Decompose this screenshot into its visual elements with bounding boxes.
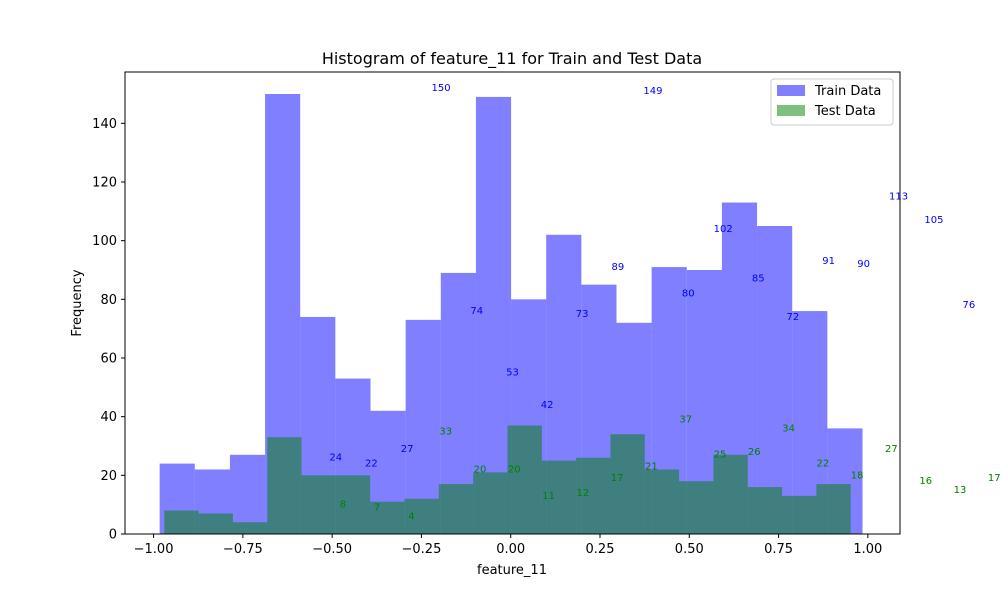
test-bar [370,501,405,534]
train-value-label: 74 [470,306,483,317]
y-tick-label: 80 [100,293,117,308]
test-bar [198,513,233,534]
plot-frame [124,71,901,535]
legend-label-train: Train Data [814,84,881,99]
test-bar [713,454,748,534]
test-bar [404,498,439,534]
test-bar [473,472,508,534]
x-tick-label: −1.00 [134,542,174,557]
test-value-label: 17 [611,473,624,484]
legend-label-test: Test Data [814,104,876,119]
test-value-label: 26 [748,447,761,458]
test-value-label: 20 [508,464,521,475]
y-axis-label: Frequency [70,269,85,336]
test-value-label: 8 [340,500,346,511]
legend: Train Data Test Data [770,78,894,126]
train-value-label: 113 [889,192,908,203]
train-value-label: 89 [612,262,625,273]
train-value-label: 102 [714,224,733,235]
train-value-label: 85 [752,274,765,285]
y-tick-label: 140 [92,117,117,132]
y-tick-label: 60 [100,352,117,367]
x-axis-label: feature_11 [477,563,547,578]
train-value-label: 27 [401,444,414,455]
train-bar [475,96,512,535]
test-value-label: 33 [439,426,452,437]
x-tick-label: 1.00 [853,542,882,557]
x-tick-label: 0.75 [764,542,793,557]
test-bar [541,460,577,534]
test-bar [301,475,336,534]
test-value-label: 37 [679,415,692,426]
train-bar [229,454,266,534]
x-tick-label: 0.00 [496,542,525,557]
y-tick-label: 100 [92,234,117,249]
test-value-label: 25 [714,450,727,461]
x-tick-label: 0.50 [675,542,704,557]
test-bar [164,510,199,534]
test-value-label: 22 [817,459,830,470]
test-bar [335,475,371,534]
test-value-label: 4 [408,511,414,522]
y-tick-label: 0 [109,528,117,543]
test-value-label: 21 [645,462,658,473]
test-bar [610,434,645,534]
test-bar [438,484,474,534]
test-bar [232,522,268,534]
chart-title: Histogram of feature_11 for Train and Te… [322,49,702,69]
test-value-label: 34 [782,423,795,434]
test-bar [679,481,714,534]
test-value-label: 17 [988,473,1000,484]
y-tick-label: 120 [92,176,117,191]
train-value-label: 72 [787,312,800,323]
train-value-label: 22 [365,459,378,470]
x-tick-label: −0.25 [402,542,442,557]
test-bar [747,487,783,534]
test-value-label: 13 [954,485,967,496]
test-bar [267,437,302,534]
x-axis-ticks: −1.00 −0.75 −0.50 −0.25 0.00 0.25 0.50 0.75 1.00 [134,534,882,557]
test-value-label: 18 [851,470,864,481]
train-value-label: 76 [963,300,976,311]
train-bar [405,319,441,534]
test-value-label: 12 [577,488,590,499]
train-value-label: 105 [924,215,943,226]
y-axis-ticks: 0 20 40 60 80 100 120 140 [92,117,125,543]
train-value-label: 91 [822,256,835,267]
x-tick-label: 0.25 [586,542,615,557]
x-tick-label: −0.75 [223,542,263,557]
test-value-label: 11 [542,491,555,502]
test-bar [816,484,851,534]
train-value-label: 80 [682,288,695,299]
test-bar [507,425,542,534]
legend-swatch-test [777,105,805,116]
test-bar [782,495,817,534]
x-tick-label: −0.50 [312,542,352,557]
test-bar [644,469,680,534]
train-value-label: 150 [432,83,451,94]
test-bar [576,457,611,534]
y-tick-label: 40 [100,410,117,425]
train-value-label: 90 [857,259,870,270]
train-value-label: 42 [541,400,554,411]
test-value-label: 16 [919,476,932,487]
train-value-label: 73 [576,309,589,320]
legend-swatch-train [777,85,805,96]
train-value-label: 149 [643,86,662,97]
test-value-label: 20 [474,464,487,475]
train-bar [757,226,793,534]
test-bars [164,425,851,534]
test-value-label: 27 [885,444,898,455]
train-value-label: 24 [329,453,342,464]
train-value-label: 53 [506,368,519,379]
y-tick-label: 20 [100,469,117,484]
test-value-label: 7 [374,503,380,514]
